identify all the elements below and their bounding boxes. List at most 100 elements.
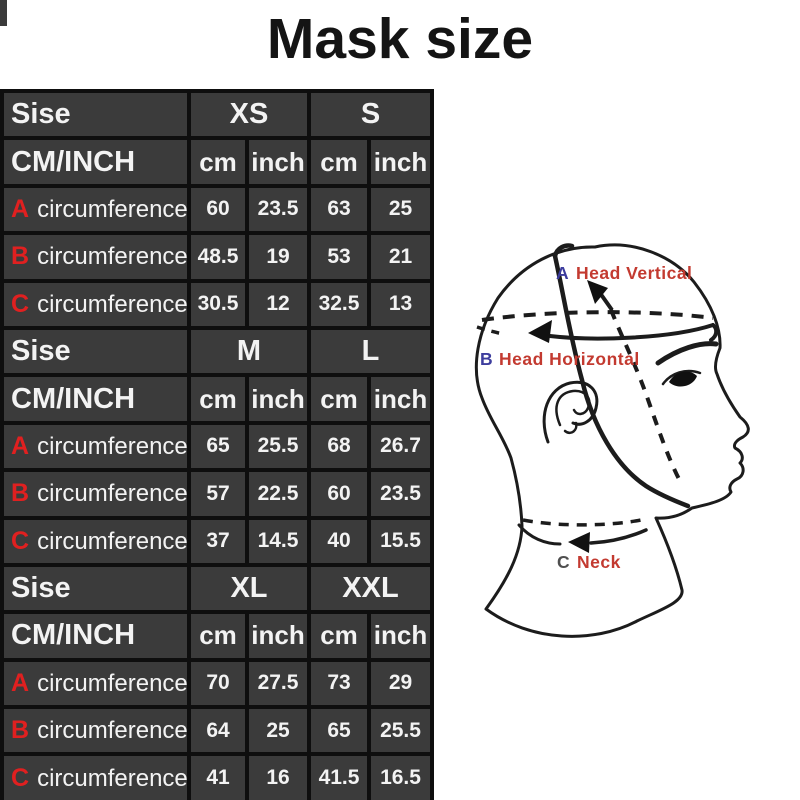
unit-label-cell: cm (187, 610, 249, 662)
table-row: CM/INCH cm inch cm inch (0, 136, 434, 188)
measure-label: circumference (37, 669, 188, 697)
size-value-cell: M (187, 325, 311, 378)
measure-value-cell: 37 (187, 515, 249, 567)
size-value-cell: XS (187, 89, 311, 141)
measure-label: circumference (37, 432, 188, 460)
measure-value-cell: 57 (187, 468, 249, 520)
measure-value-cell: 15.5 (367, 515, 434, 567)
unit-label-cell: inch (245, 610, 311, 662)
measure-value-cell: 16 (245, 752, 311, 800)
measure-letter: C (11, 289, 30, 318)
label-a-letter: A (556, 263, 569, 283)
measure-value-cell: 60 (307, 468, 371, 520)
size-value-cell: XL (187, 562, 311, 615)
measure-value-cell: 25.5 (245, 420, 311, 473)
measure-value-cell: 53 (307, 231, 371, 283)
horizontal-arrow-end-curl (709, 323, 719, 342)
head-measurement-diagram: A Head Vertical B Head Horizontal C Neck (474, 243, 750, 638)
measure-value-cell: 73 (307, 657, 371, 710)
measure-value-cell: 48.5 (187, 231, 249, 283)
neck-arrow-shaft (589, 528, 648, 545)
measure-value-cell: 27.5 (245, 657, 311, 710)
page-title: Mask size (266, 7, 534, 71)
measure-value-cell: 63 (307, 183, 371, 236)
measure-value-cell: 22.5 (245, 468, 311, 520)
measure-value-cell: 25 (245, 705, 311, 757)
neck-band-bottom (517, 523, 562, 546)
face-dashed-line (609, 309, 682, 482)
table-row: Sise XL XXL (0, 562, 434, 615)
measure-value-cell: 26.7 (367, 420, 434, 473)
measure-letter: A (11, 194, 30, 223)
vertical-arrowhead (587, 280, 608, 304)
measure-value-cell: 68 (307, 420, 371, 473)
vertical-band-line (552, 253, 691, 509)
measure-value-cell: 65 (307, 705, 371, 757)
measure-letter: A (11, 668, 30, 697)
measure-value-cell: 70 (187, 657, 249, 710)
ear-lobe-path (563, 421, 578, 435)
label-a-text: Head Vertical (576, 263, 692, 283)
measure-label: circumference (37, 195, 188, 223)
horizontal-arrow-shaft (548, 323, 715, 341)
neck-arrowhead (568, 532, 590, 553)
vertical-arrow-shaft (598, 291, 614, 312)
measure-value-cell: 16.5 (367, 752, 434, 800)
size-value-cell: S (307, 89, 434, 141)
ear-path (542, 380, 599, 444)
eyebrow-path (655, 341, 719, 366)
measure-value-cell: 64 (187, 705, 249, 757)
measure-letter: C (11, 763, 30, 792)
horizontal-band-dashed (481, 310, 714, 322)
unit-label-cell: inch (367, 136, 434, 188)
unit-label-cell: cm (187, 373, 249, 425)
measure-value-cell: 30.5 (187, 278, 249, 330)
measure-letter: C (11, 526, 30, 555)
label-b-letter: B (480, 349, 493, 369)
label-b-text: Head Horizontal (499, 349, 640, 369)
measure-letter: A (11, 431, 30, 460)
size-value-cell: XXL (307, 562, 434, 615)
table-row: Sise M L (0, 325, 434, 378)
unit-label-cell: cm (307, 136, 371, 188)
measure-value-cell: 40 (307, 515, 371, 567)
measure-value-cell: 41 (187, 752, 249, 800)
unit-header-cell: CM/INCH (0, 610, 191, 662)
table-row: Sise XS S (0, 89, 434, 141)
measure-value-cell: 32.5 (307, 278, 371, 330)
unit-label-cell: inch (367, 373, 434, 425)
horizontal-arrowhead (528, 320, 552, 343)
measure-value-cell: 13 (367, 278, 434, 330)
measure-value-cell: 12 (245, 278, 311, 330)
vertical-band-crown-hook (552, 243, 575, 259)
table-row: CM/INCH cm inch cm inch (0, 373, 434, 425)
size-header-cell: Sise (0, 562, 191, 615)
measure-value-cell: 25 (367, 183, 434, 236)
unit-label-cell: cm (187, 136, 249, 188)
measure-value-cell: 41.5 (307, 752, 371, 800)
label-c-letter: C (557, 552, 570, 572)
eye-pupil (669, 371, 697, 387)
size-header-cell: Sise (0, 89, 191, 141)
unit-header-cell: CM/INCH (0, 373, 191, 425)
eyelid-path (661, 369, 702, 386)
measure-label: circumference (37, 527, 188, 555)
table-row: CM/INCH cm inch cm inch (0, 610, 434, 662)
unit-label-cell: cm (307, 610, 371, 662)
measure-label: circumference (37, 764, 188, 792)
measure-letter: B (11, 242, 30, 271)
measure-label: circumference (37, 243, 188, 271)
